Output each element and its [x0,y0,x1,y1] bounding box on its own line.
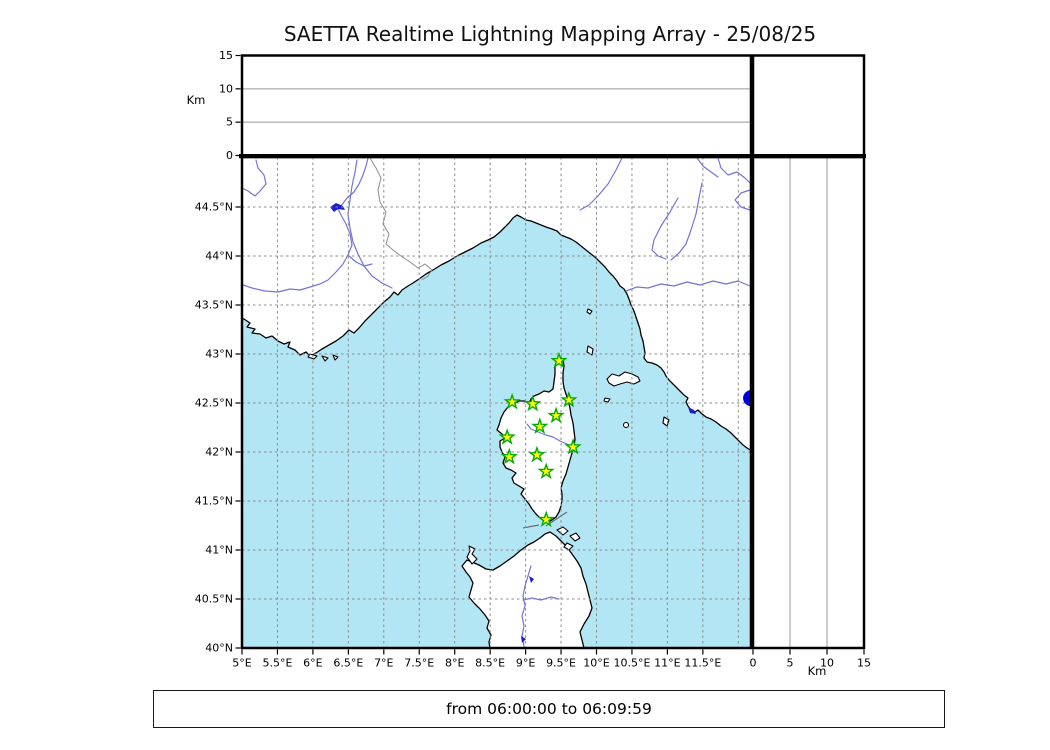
station-star-marker [500,447,518,465]
tick-label: 0 [750,657,757,670]
tick-label: 9°E [516,657,535,670]
station-star-marker [528,445,546,463]
altitude-latitude-panel [751,155,866,650]
tick-label: 8.5°E [475,657,505,670]
station-star-marker [564,437,582,455]
tick-label: 9.5°E [546,657,576,670]
station-star-marker [498,428,516,445]
tick-label: 11.5°E [684,657,721,670]
tick-label: 5 [787,657,794,670]
tick-label: 41°N [205,544,233,557]
graticule-grid [242,157,751,648]
altitude-axis-label-top: Km [186,93,206,107]
tick-label: 40.5°N [195,593,233,606]
tick-label: 42°N [205,446,233,459]
tick-label: 10 [820,657,834,670]
corner-box [751,54,866,157]
station-star-marker [550,351,568,369]
tick-label: 0 [226,149,233,162]
tick-label: 7°E [374,657,393,670]
station-star-marker [537,462,555,480]
top-panel-grid [242,88,751,123]
right-panel-grid [789,157,828,648]
station-star-marker [560,390,578,408]
tick-label: 5°E [232,657,251,670]
tick-label: 44°N [205,250,233,263]
tick-label: 10°E [583,657,609,670]
tick-label: 10.5°E [613,657,650,670]
lightning-event-dot [743,390,751,407]
station-star-marker [531,417,549,434]
panel-divider-line [239,154,866,159]
tick-label: 43°N [205,348,233,361]
tick-label: 11°E [654,657,680,670]
tick-label: 42.5°N [195,397,233,410]
station-star-marker [523,394,542,412]
tick-label: 15 [857,657,871,670]
tick-label: 6°E [303,657,322,670]
tick-label: 43.5°N [195,299,233,312]
station-markers-layer [498,351,582,528]
tick-label: 6.5°E [333,657,363,670]
tick-label: 7.5°E [404,657,434,670]
tick-label: 10 [219,82,233,95]
altitude-longitude-panel [240,54,753,157]
tick-label: 8°E [445,657,464,670]
tick-label: 40°N [205,642,233,655]
sardinia-coast [461,531,593,648]
axis-tick-marks [235,54,865,655]
time-range-box: from 06:00:00 to 06:09:59 [153,690,945,728]
tick-label: 15 [219,49,233,62]
lightning-events-layer [743,390,751,407]
axis-tick-labels: 5°E 5.5°E 6°E 6.5°E 7°E 7.5°E 8°E 8.5°E 9°E 9.5°E… [195,49,871,670]
lakes [330,203,696,643]
coastline-landmasses [242,157,751,648]
time-range-text: from 06:00:00 to 06:09:59 [446,700,652,718]
station-star-marker [547,406,565,424]
tick-label: 41.5°N [195,495,233,508]
tick-label: 5 [226,116,233,129]
station-star-marker [503,392,521,410]
tick-label: 44.5°N [195,201,233,214]
tick-label: 5.5°E [262,657,292,670]
page-title: SAETTA Realtime Lightning Mapping Array … [283,22,817,46]
altitude-axis-label-right: Km [807,664,827,678]
station-star-marker [537,510,555,528]
